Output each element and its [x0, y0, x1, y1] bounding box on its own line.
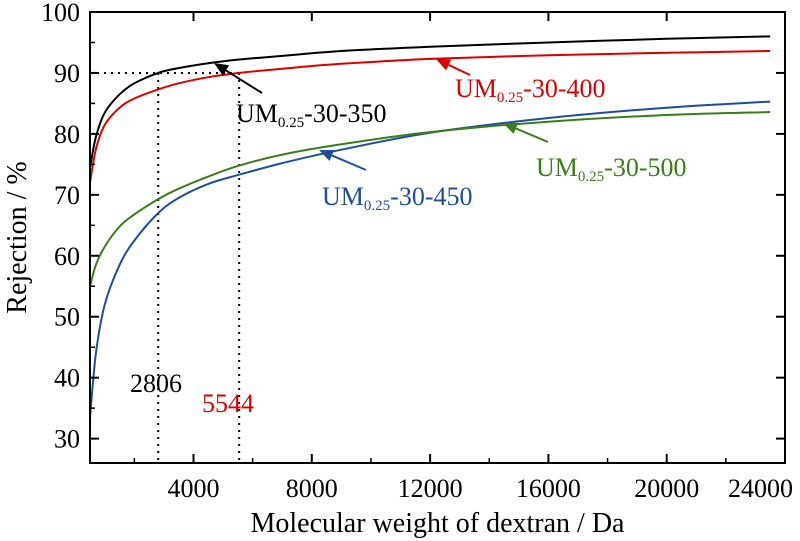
- series-curves: [89, 35, 771, 418]
- arrow-head-1: [436, 59, 452, 71]
- tick-labels: 30 40 50 60 70 80 90 100 4000 8000 12000 16000 20000…: [41, 0, 793, 503]
- series-label-main: UM: [322, 182, 364, 211]
- x-tick-label: 20000: [634, 474, 699, 503]
- label-arrows: [214, 59, 549, 171]
- y-tick-label: 60: [54, 242, 80, 271]
- x-axis-title: Molecular weight of dextran / Da: [251, 508, 626, 539]
- annotation-2806: 2806: [130, 369, 182, 398]
- y-tick-label: 40: [54, 364, 80, 393]
- axis-ticks: [90, 11, 786, 463]
- series-label-main: UM: [536, 153, 578, 182]
- x-tick-label: 16000: [516, 474, 581, 503]
- arrow-head-2: [319, 150, 335, 161]
- x-tick-label: 12000: [398, 474, 463, 503]
- y-tick-label: 70: [54, 181, 80, 210]
- arrow-head-0: [214, 63, 230, 76]
- series-label-sub: 0.25: [278, 115, 304, 131]
- x-tick-label: 4000: [168, 474, 220, 503]
- x-tick-label: 8000: [286, 474, 338, 503]
- y-axis-title: Rejection / %: [2, 161, 33, 313]
- arrow-shaft-3: [515, 127, 549, 143]
- series-label-rest: -30-450: [390, 182, 472, 211]
- series-label-2: UM0.25-30-450: [322, 182, 472, 214]
- series-label-rest: -30-400: [523, 74, 605, 103]
- series-label-rest: -30-500: [604, 153, 686, 182]
- y-tick-label: 80: [54, 120, 80, 149]
- series-label-rest: -30-350: [304, 99, 386, 128]
- series-line-3: [89, 111, 771, 287]
- y-tick-label: 100: [41, 0, 80, 27]
- arrow-head-3: [503, 122, 519, 134]
- series-label-sub: 0.25: [497, 90, 523, 106]
- y-tick-label: 50: [54, 303, 80, 332]
- x-tick-label: 24000: [728, 474, 793, 503]
- annotation-5544: 5544: [202, 389, 254, 418]
- series-label-sub: 0.25: [578, 169, 604, 185]
- series-label-sub: 0.25: [364, 198, 390, 214]
- arrow-shaft-0: [225, 69, 263, 94]
- arrow-shaft-2: [331, 154, 367, 171]
- arrow-shaft-1: [448, 64, 471, 76]
- series-label-main: UM: [455, 74, 497, 103]
- series-label-main: UM: [236, 99, 278, 128]
- series-label-3: UM0.25-30-500: [536, 153, 686, 185]
- series-labels: UM0.25-30-350UM0.25-30-400UM0.25-30-450U…: [236, 74, 686, 214]
- plot-frame: [89, 11, 786, 464]
- series-line-2: [89, 100, 771, 418]
- y-tick-label: 90: [54, 59, 80, 88]
- series-line-1: [89, 50, 771, 183]
- series-label-1: UM0.25-30-400: [455, 74, 605, 106]
- value-annotations: 2806 5544: [130, 369, 254, 418]
- series-label-0: UM0.25-30-350: [236, 99, 386, 131]
- y-tick-label: 30: [54, 425, 80, 454]
- series-line-0: [89, 35, 771, 168]
